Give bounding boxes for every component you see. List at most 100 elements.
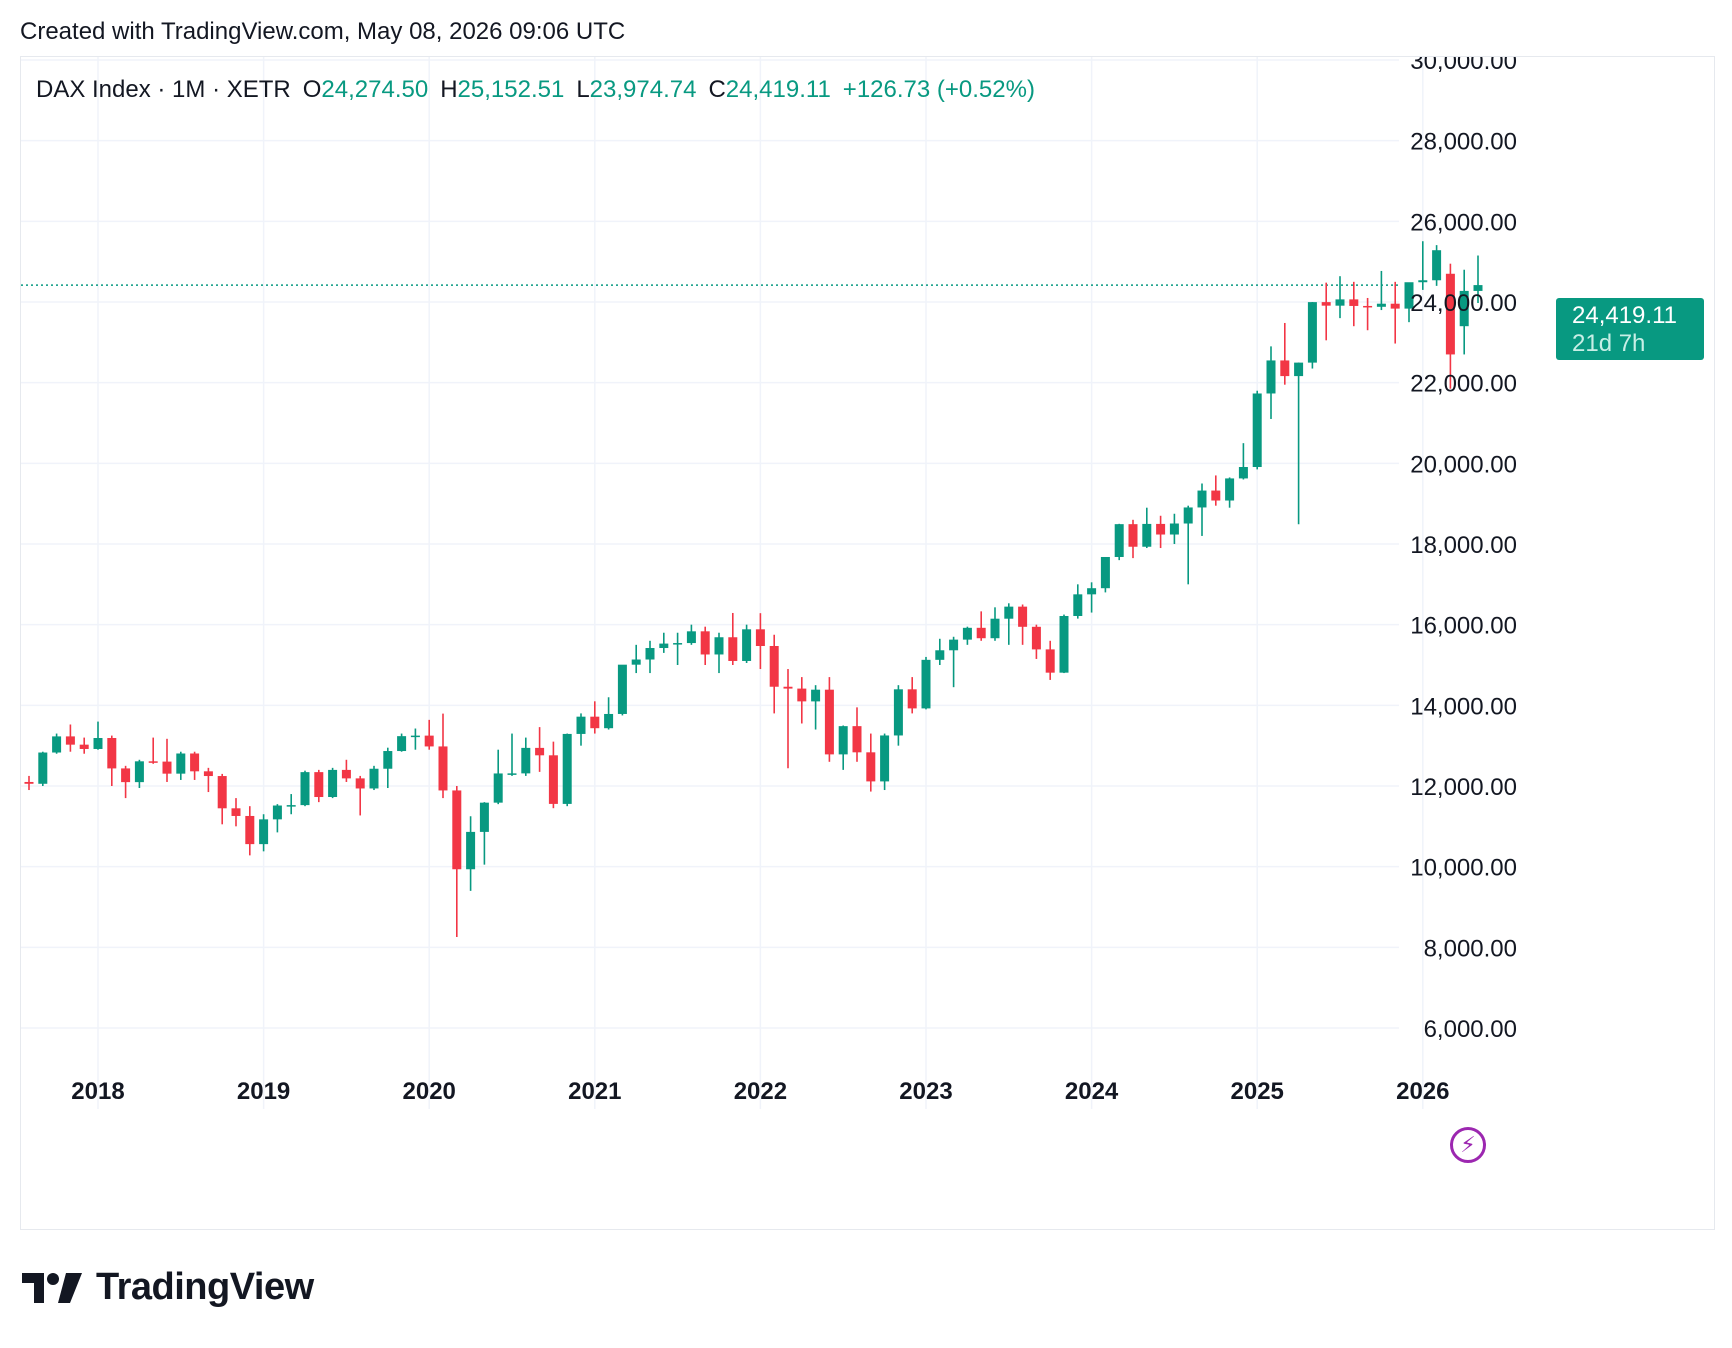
grid-lines	[21, 57, 1424, 1109]
candle	[742, 624, 752, 663]
close-value: 24,419.11	[725, 76, 831, 103]
last-price-value: 24,419.11	[1572, 302, 1677, 329]
candle-body	[272, 805, 282, 820]
candle-body	[728, 637, 738, 661]
candle-body	[38, 752, 48, 784]
candle-body	[341, 769, 351, 779]
x-tick-label: 2019	[237, 1078, 290, 1105]
candle-body	[479, 802, 489, 832]
candle-body	[162, 761, 172, 774]
lightning-bolt-icon[interactable]: ⚡	[1450, 1127, 1486, 1163]
candle	[79, 737, 89, 754]
candle	[217, 773, 227, 825]
candle-body	[1252, 393, 1262, 468]
candle-body	[1183, 507, 1193, 524]
bar-countdown: 21d 7h	[1572, 330, 1646, 357]
candle-body	[65, 736, 75, 745]
candle	[1059, 614, 1069, 674]
candle-body	[1018, 606, 1028, 627]
candle-body	[1280, 360, 1290, 377]
time-axis[interactable]: 2018 2019 2020 2021 2022 2023 2024 2025 2026	[71, 1078, 1449, 1105]
x-tick-label: 2026	[1396, 1078, 1449, 1105]
brand-name: TradingView	[96, 1266, 314, 1308]
chart-frame[interactable]: 6,000.00 8,000.00 10,000.00 12,000.00 14,000…	[20, 56, 1715, 1230]
candle-body	[176, 753, 186, 774]
y-tick-label: 6,000.00	[1424, 1016, 1517, 1043]
candle-body	[935, 650, 945, 660]
candle-body	[852, 726, 862, 753]
change-value: +126.73 (+0.52%)	[842, 76, 1035, 103]
candle-body	[1418, 280, 1428, 283]
candle-body	[107, 738, 117, 769]
created-with-caption: Created with TradingView.com, May 08, 20…	[20, 18, 626, 45]
candle	[452, 786, 462, 938]
candle	[1321, 282, 1331, 341]
candle	[1363, 297, 1373, 331]
candle-body	[410, 735, 420, 738]
candle-body	[1225, 478, 1235, 501]
candle-body	[438, 746, 448, 791]
candle	[1473, 255, 1483, 304]
candle	[1404, 282, 1414, 323]
candle	[245, 806, 255, 856]
candle-body	[893, 689, 903, 736]
price-axis[interactable]: 6,000.00 8,000.00 10,000.00 12,000.00 14,000…	[1410, 57, 1517, 1043]
candle	[576, 713, 586, 746]
candle-body	[1445, 273, 1455, 355]
candle-body	[990, 618, 1000, 639]
candle	[369, 765, 379, 791]
candle	[617, 664, 627, 716]
candle-body	[148, 761, 158, 763]
candle	[176, 751, 186, 780]
candle	[314, 769, 324, 803]
candle-body	[190, 753, 200, 772]
candle-body	[686, 631, 696, 644]
candle	[755, 613, 765, 670]
candle-body	[783, 686, 793, 689]
candle	[866, 733, 876, 792]
candle-body	[562, 733, 572, 804]
candle	[548, 741, 558, 809]
candlestick-chart[interactable]: 6,000.00 8,000.00 10,000.00 12,000.00 14,000…	[21, 57, 1716, 1231]
y-tick-label: 16,000.00	[1410, 613, 1517, 640]
y-tick-label: 24,000.00	[1410, 290, 1517, 317]
candle-body	[700, 631, 710, 655]
candle-body	[797, 688, 807, 702]
candle	[1376, 270, 1386, 311]
x-tick-label: 2024	[1065, 1078, 1119, 1105]
candle-body	[121, 768, 131, 783]
tradingview-brand[interactable]: TradingView	[22, 1266, 314, 1309]
candle	[272, 804, 282, 833]
candle	[1459, 269, 1469, 355]
candle	[811, 685, 821, 730]
candle	[397, 733, 407, 752]
candle-body	[259, 819, 269, 845]
candle	[466, 816, 476, 891]
candle-body	[866, 752, 876, 782]
candle-body	[548, 755, 558, 804]
candle	[493, 749, 503, 805]
candle-body	[769, 646, 779, 687]
x-tick-label: 2018	[71, 1078, 124, 1105]
candle	[355, 775, 365, 816]
candle-body	[52, 736, 62, 753]
y-tick-label: 26,000.00	[1410, 209, 1517, 236]
candle	[686, 624, 696, 645]
candle	[769, 634, 779, 714]
candle	[893, 685, 903, 746]
candle	[1031, 624, 1041, 659]
y-tick-label: 12,000.00	[1410, 774, 1517, 801]
candle-body	[1004, 606, 1014, 619]
x-tick-label: 2020	[403, 1078, 456, 1105]
candle	[1045, 640, 1055, 680]
candle	[949, 636, 959, 688]
candle-body	[1294, 362, 1304, 377]
candle	[1445, 263, 1455, 389]
candle-body	[824, 689, 834, 755]
candle-body	[466, 831, 476, 870]
candle-body	[424, 735, 434, 747]
candle-body	[742, 629, 752, 661]
candle	[880, 733, 890, 791]
candle	[231, 798, 241, 827]
candle	[424, 719, 434, 750]
